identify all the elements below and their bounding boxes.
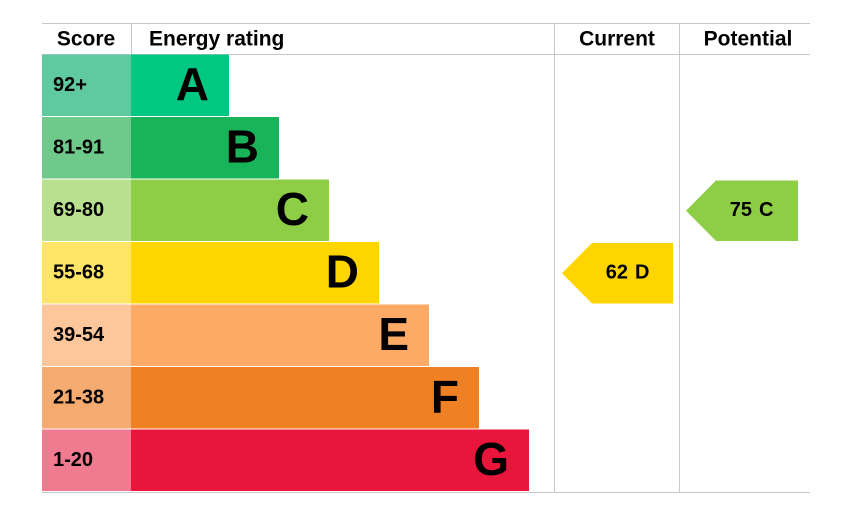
rating-bar — [131, 304, 429, 366]
header-current: Current — [579, 28, 655, 51]
score-cell — [42, 179, 131, 241]
score-range: 81-91 — [53, 137, 104, 159]
score-cell — [42, 117, 131, 179]
rating-letter: B — [226, 120, 259, 172]
header-potential: Potential — [704, 28, 793, 51]
score-range: 39-54 — [53, 324, 105, 346]
rating-bar — [131, 117, 279, 179]
score-range: 55-68 — [53, 262, 104, 284]
rating-bar — [131, 367, 479, 429]
score-cell — [42, 54, 131, 116]
header-score: Score — [57, 28, 115, 51]
score-cell — [42, 367, 131, 429]
rating-letter: C — [276, 183, 309, 235]
rating-letter: A — [176, 58, 209, 110]
rating-letter: F — [431, 370, 459, 422]
score-cell — [42, 429, 131, 491]
score-cell — [42, 304, 131, 366]
current-value: 62 — [606, 262, 628, 284]
score-range: 92+ — [53, 74, 87, 96]
current-arrow — [562, 243, 673, 304]
rating-bar — [131, 242, 379, 304]
current-rating: D — [635, 262, 649, 284]
rating-bar — [131, 54, 229, 116]
rating-bar — [131, 429, 529, 491]
rating-letter: G — [473, 433, 509, 485]
potential-rating: C — [759, 199, 773, 221]
potential-arrow — [686, 180, 798, 241]
rating-letter: D — [326, 245, 359, 297]
score-range: 21-38 — [53, 387, 104, 409]
rating-letter: E — [378, 308, 409, 360]
rating-bar — [131, 179, 329, 241]
potential-value: 75 — [730, 199, 752, 221]
header-rating: Energy rating — [149, 28, 284, 51]
score-range: 1-20 — [53, 449, 93, 471]
score-cell — [42, 242, 131, 304]
score-range: 69-80 — [53, 199, 104, 221]
